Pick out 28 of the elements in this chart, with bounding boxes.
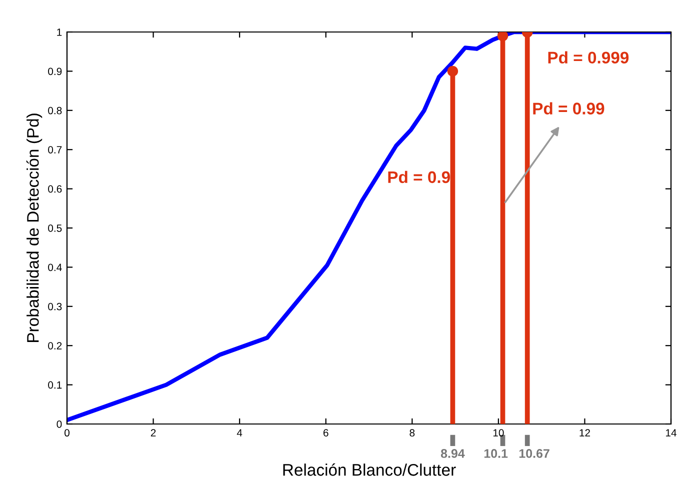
y-tick-label: 0.7 [48,146,62,154]
x-tick-label: 2 [150,429,156,436]
text: 10.1 [484,449,508,458]
y-tick-label: 0.2 [48,342,62,350]
x-tick-label: 4 [236,429,242,436]
y-tick-label: 0.9 [48,68,62,76]
y-tick-label: 1 [57,28,62,36]
x-tick-label: 10 [493,429,504,437]
x-tick-label: 14 [666,429,676,436]
x-axis-title: Relación Blanco/Clutter [283,463,456,476]
y-tick-label: 0.6 [48,185,62,193]
text: 8.94 [440,449,465,458]
y-tick-label: 0.1 [48,381,62,389]
x-tick-label: 8 [410,429,415,437]
annotation: Pd = 0.999 [548,51,629,64]
text: 10.67 [519,449,550,458]
y-axis-title: Probabilidad de Detección (Pd) [26,114,42,342]
y-tick-label: 0.5 [48,224,62,232]
x-tick-label: 0 [64,429,70,437]
y-tick-label: 0.3 [48,302,62,310]
line-series [67,32,671,422]
x-tick-label: 6 [323,429,328,437]
y-tick-label: 0.8 [48,106,62,114]
annotation: Pd = 0.99 [533,102,604,114]
annotation: Pd = 0.9 [388,170,450,184]
x-tick-label: 12 [580,429,590,436]
y-tick-label: 0 [56,420,62,428]
y-tick-label: 0.4 [48,264,62,272]
